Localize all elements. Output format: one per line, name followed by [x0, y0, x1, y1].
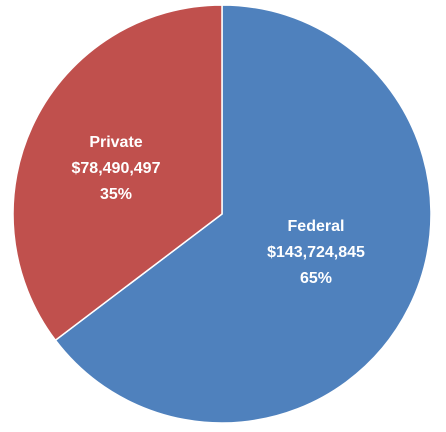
slice-label-private-value: $78,490,497 — [72, 160, 161, 177]
slice-label-federal-percent: 65% — [300, 270, 332, 287]
pie-slices — [12, 4, 432, 424]
slice-label-private-name: Private — [89, 134, 142, 151]
slice-label-federal: Federal $143,724,845 65% — [267, 218, 365, 287]
pie-slice-private — [12, 4, 223, 342]
slice-label-private-percent: 35% — [100, 186, 132, 203]
pie-slice-federal — [54, 4, 432, 424]
slice-label-federal-value: $143,724,845 — [267, 244, 365, 261]
slice-label-private: Private $78,490,497 35% — [72, 134, 161, 203]
slice-label-federal-name: Federal — [288, 218, 345, 235]
